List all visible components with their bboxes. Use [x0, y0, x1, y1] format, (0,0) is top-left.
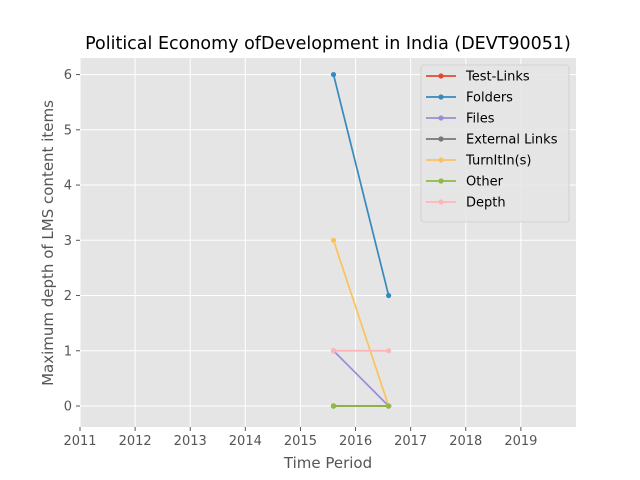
axis-ticks: 2011 2012 2013 2014 2015 2016 2017 2018 2019 0 1 2 3… [63, 68, 537, 449]
y-tick-label: 0 [64, 400, 72, 415]
legend-item: Test-Links [426, 70, 530, 85]
legend-label: Test-Links [465, 70, 530, 85]
x-tick-label: 2013 [174, 434, 207, 449]
data-point-other [386, 403, 392, 409]
y-tick-label: 1 [64, 344, 72, 359]
data-point-folders [386, 292, 392, 299]
legend: Test-Links Folders Files External Links Turn… [420, 64, 570, 223]
x-tick-label: 2011 [63, 434, 96, 449]
legend-item: Depth [426, 196, 506, 211]
legend-item: Files [426, 112, 495, 127]
legend-marker [438, 157, 444, 163]
legend-marker [438, 73, 444, 79]
legend-marker [438, 199, 444, 205]
data-point-depth [330, 348, 337, 354]
x-tick-label: 2018 [449, 434, 482, 449]
legend-marker [438, 94, 444, 100]
x-tick-label: 2016 [339, 434, 372, 449]
data-point-other [330, 403, 337, 409]
y-tick-label: 2 [64, 289, 72, 304]
legend-label: Folders [466, 91, 513, 106]
series-other [330, 403, 392, 409]
x-tick-label: 2017 [394, 434, 427, 449]
x-tick-label: 2019 [504, 434, 537, 449]
series-folders [330, 71, 392, 299]
series-lines [330, 71, 392, 409]
x-tick-label: 2012 [119, 434, 152, 449]
data-point-depth [386, 348, 392, 354]
legend-label: Depth [466, 196, 506, 211]
series-depth [330, 348, 392, 354]
y-tick-label: 4 [64, 179, 72, 194]
x-tick-label: 2014 [229, 434, 262, 449]
y-tick-label: 5 [64, 123, 72, 138]
legend-label: TurnItIn(s) [465, 154, 531, 169]
data-point-turnitin-s [330, 237, 337, 243]
y-tick-label: 6 [64, 68, 72, 83]
series-line-files [332, 350, 390, 407]
x-tick-label: 2015 [284, 434, 317, 449]
legend-box [420, 64, 570, 223]
y-axis-label: Maximum depth of LMS content items [39, 100, 57, 386]
legend-item: Folders [426, 91, 513, 106]
y-tick-label: 3 [64, 234, 72, 249]
legend-label: External Links [466, 133, 558, 148]
legend-item: TurnItIn(s) [426, 154, 531, 169]
data-point-folders [330, 71, 337, 78]
legend-label: Other [466, 175, 504, 190]
chart-title: Political Economy ofDevelopment in India… [85, 34, 571, 54]
legend-marker [438, 136, 444, 142]
legend-item: Other [426, 175, 504, 190]
legend-marker [438, 178, 444, 184]
x-axis-label: Time Period [283, 454, 372, 472]
series-line-folders [332, 74, 390, 296]
legend-item: External Links [426, 133, 558, 148]
legend-marker [438, 115, 444, 121]
series-line-turnitin-s [332, 240, 390, 407]
legend-label: Files [466, 112, 495, 127]
